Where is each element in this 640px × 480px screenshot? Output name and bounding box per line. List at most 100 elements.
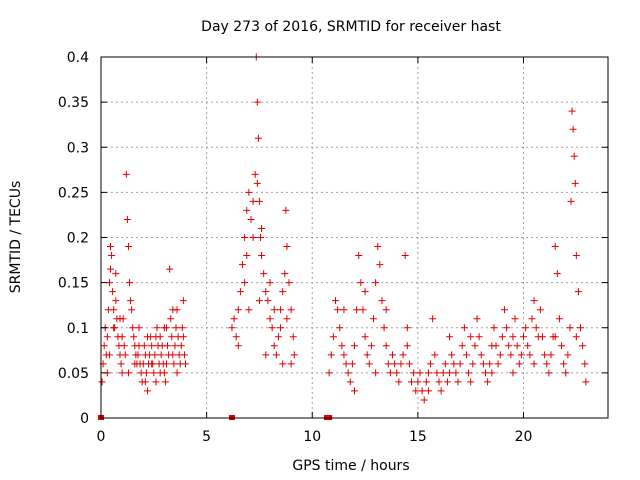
data-point (277, 306, 285, 314)
data-point (386, 369, 394, 377)
data-point (272, 351, 280, 359)
data-point (282, 206, 290, 214)
data-point (496, 351, 504, 359)
data-point (359, 306, 367, 314)
data-point (130, 333, 138, 341)
data-point (410, 369, 418, 377)
data-point (241, 234, 249, 241)
data-point (245, 188, 253, 196)
data-point (230, 315, 238, 323)
data-point (331, 297, 339, 305)
data-point (416, 369, 424, 377)
data-point (539, 333, 547, 341)
data-point (484, 378, 492, 386)
data-point (543, 360, 551, 368)
data-point (277, 324, 285, 332)
data-point (178, 324, 186, 332)
data-point (441, 360, 449, 368)
data-point (382, 306, 390, 314)
data-point (555, 315, 563, 323)
data-point (566, 324, 574, 332)
data-point (448, 351, 456, 359)
data-point (524, 342, 532, 350)
y-tick-label: 0 (80, 411, 89, 427)
data-point (433, 369, 441, 377)
data-point (424, 369, 432, 377)
data-point (435, 378, 443, 386)
data-point (505, 342, 513, 350)
data-point (469, 360, 477, 368)
data-point (254, 134, 262, 142)
data-point (403, 342, 411, 350)
data-point (120, 342, 128, 350)
data-point (143, 333, 151, 341)
data-point (338, 342, 346, 350)
data-point (414, 378, 422, 386)
data-point (443, 378, 451, 386)
data-point (279, 288, 287, 296)
data-point (465, 369, 473, 377)
data-point (452, 369, 460, 377)
data-point (395, 378, 403, 386)
x-tick-labels: 0 5 10 15 20 (97, 429, 533, 445)
data-point (258, 252, 266, 260)
data-point (473, 315, 481, 323)
data-point (574, 288, 582, 296)
data-point (346, 378, 354, 386)
data-point (558, 342, 566, 350)
x-tick-label: 10 (303, 429, 321, 445)
data-point (105, 279, 113, 287)
data-point (553, 270, 561, 278)
data-point (131, 360, 139, 368)
data-point (355, 252, 363, 260)
data-point (283, 315, 291, 323)
data-point (162, 360, 170, 368)
data-point (122, 170, 130, 178)
data-point (266, 279, 274, 287)
data-point (167, 315, 175, 323)
data-point (179, 297, 187, 305)
data-point (255, 197, 263, 205)
data-point (475, 333, 483, 341)
x-tick-label: 0 (97, 429, 106, 445)
data-point (290, 351, 298, 359)
data-point (151, 351, 159, 359)
y-tick-label: 0.25 (58, 185, 89, 201)
data-point (420, 396, 428, 404)
grid-layer (101, 57, 608, 418)
data-point (107, 243, 115, 251)
data-point (157, 351, 165, 359)
data-point (262, 351, 270, 359)
data-point (116, 315, 124, 323)
data-point (164, 342, 172, 350)
data-point (460, 324, 468, 332)
data-point (372, 369, 380, 377)
data-point (446, 369, 454, 377)
data-point (249, 197, 257, 205)
data-point (134, 351, 142, 359)
data-point (579, 342, 587, 350)
data-point (582, 378, 590, 386)
data-point (467, 378, 475, 386)
data-point (367, 342, 375, 350)
data-point (141, 378, 149, 386)
data-point (522, 324, 530, 332)
data-point (393, 369, 401, 377)
data-point (179, 333, 187, 341)
data-point (431, 351, 439, 359)
data-point (418, 387, 426, 395)
data-point (408, 378, 416, 386)
data-point (340, 306, 348, 314)
data-point (562, 369, 570, 377)
data-point (239, 261, 247, 269)
data-point (397, 360, 405, 368)
data-point (384, 360, 392, 368)
data-point (503, 324, 511, 332)
data-point (152, 378, 160, 386)
data-point (236, 288, 244, 296)
data-point (458, 342, 466, 350)
x-tick-label: 20 (515, 429, 533, 445)
data-point (253, 98, 261, 106)
data-point (126, 279, 134, 287)
data-point (380, 324, 388, 332)
